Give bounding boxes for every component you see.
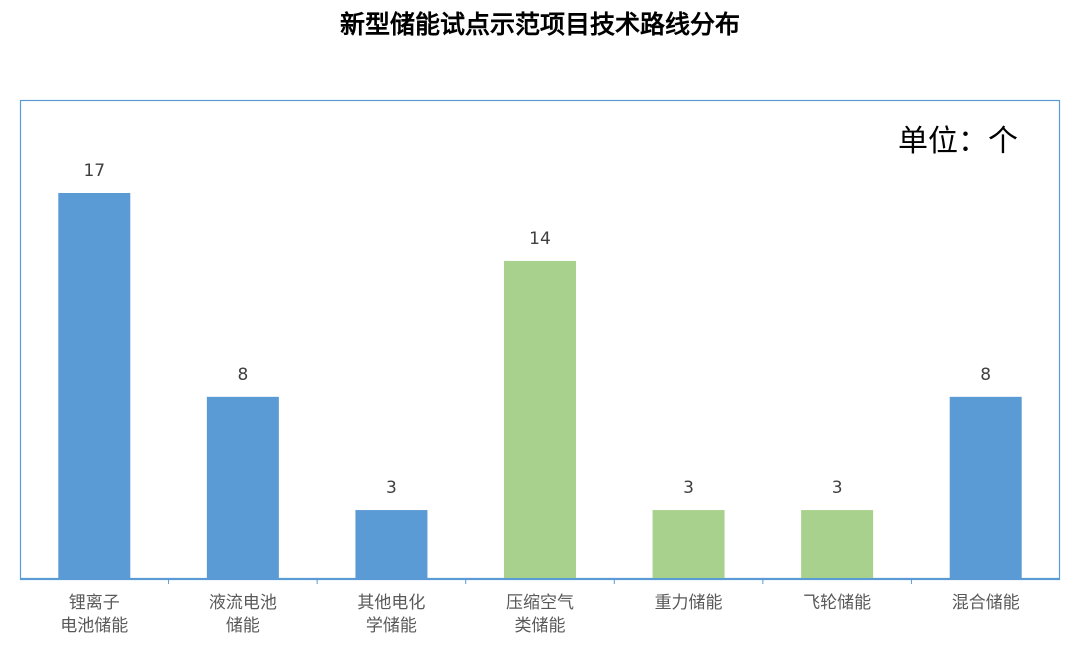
bar [355, 510, 428, 578]
value-label: 17 [83, 161, 105, 181]
x-tick-label: 其他电化 学储能 [357, 593, 426, 636]
x-tick-label: 混合储能 [951, 593, 1020, 613]
x-tick-label: 重力储能 [654, 593, 723, 613]
bar [801, 510, 874, 578]
x-tick-label: 压缩空气 类储能 [506, 593, 574, 636]
value-label: 8 [980, 365, 991, 385]
bar [206, 396, 279, 578]
chart-title: 新型储能试点示范项目技术路线分布 [340, 10, 740, 39]
value-label: 3 [832, 478, 843, 498]
value-label: 8 [237, 365, 248, 385]
unit-note: 单位：个 [898, 124, 1018, 159]
bar [58, 193, 131, 578]
x-tick-label: 飞轮储能 [803, 593, 872, 613]
value-label: 3 [386, 478, 397, 498]
bar [949, 396, 1022, 578]
bar [504, 260, 576, 578]
x-tick-label: 锂离子 电池储能 [60, 593, 129, 636]
plot-frame [19, 99, 1061, 581]
value-label: 3 [683, 478, 694, 498]
value-label: 14 [529, 229, 551, 249]
bar [652, 510, 725, 578]
x-tick-label: 液流电池 储能 [208, 593, 277, 636]
